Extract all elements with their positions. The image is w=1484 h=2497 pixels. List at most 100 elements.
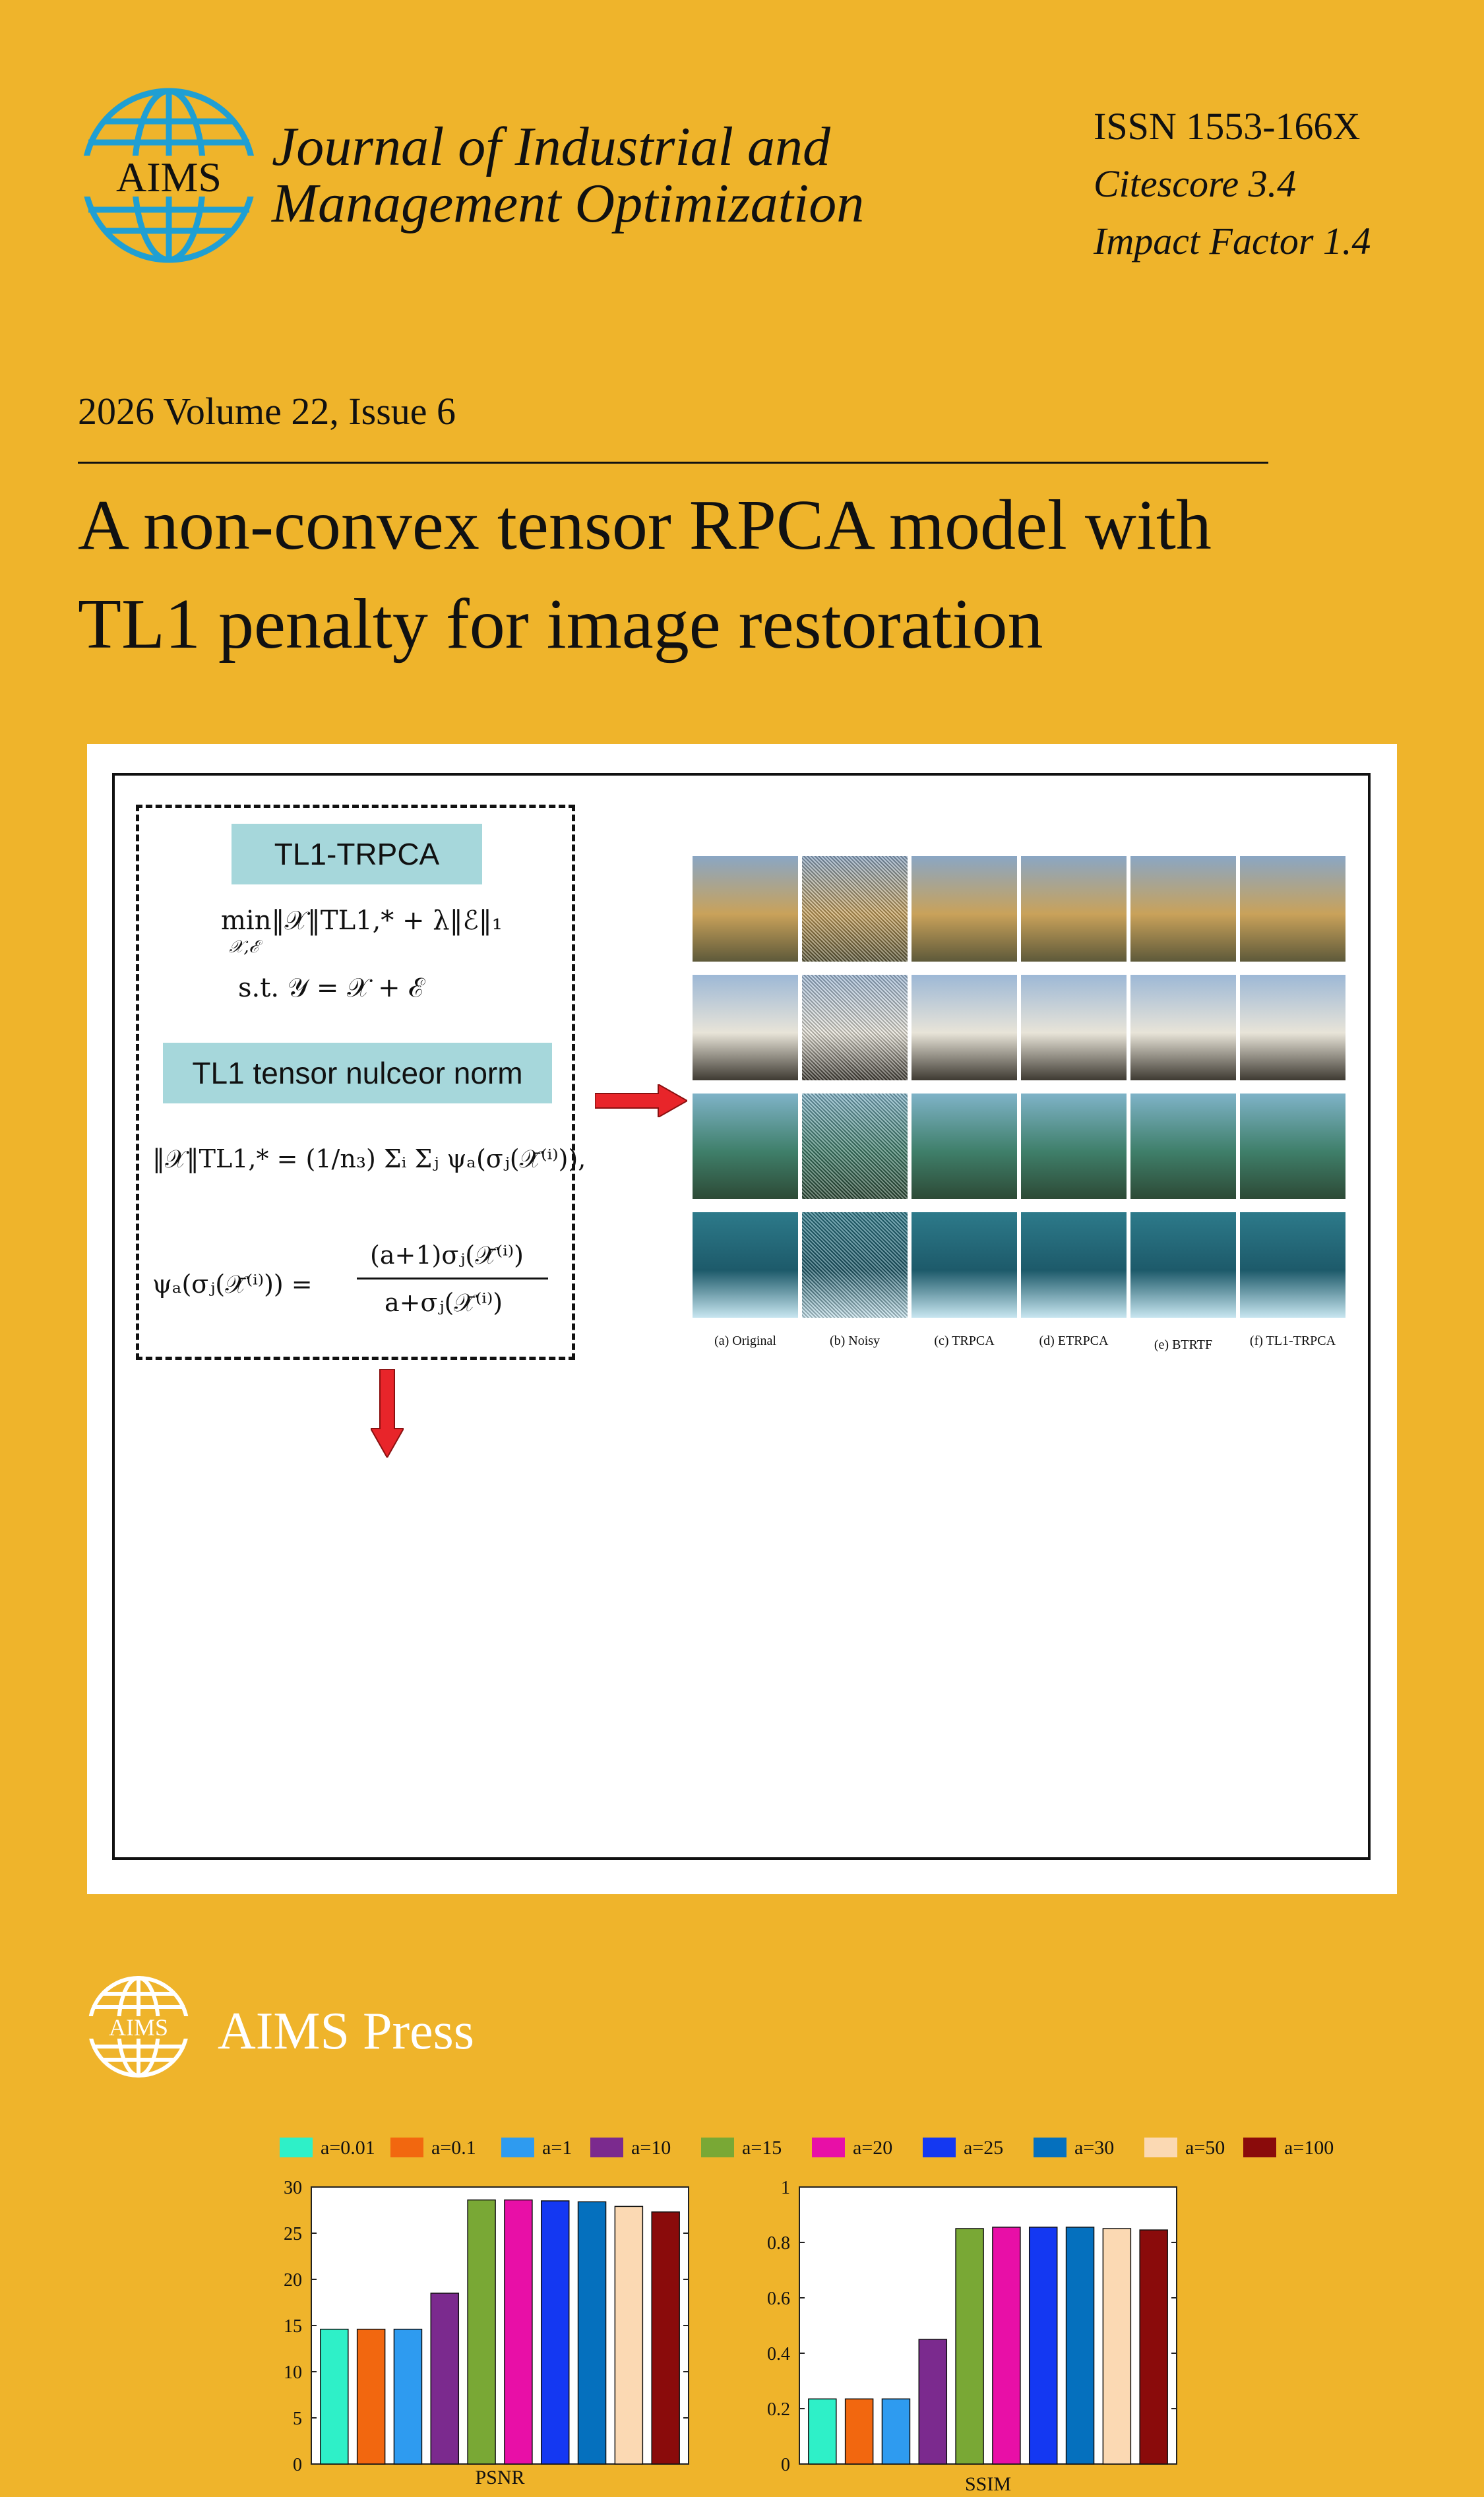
image-bridge-4 [1021, 975, 1127, 1080]
bar-a=0.1 [844, 2398, 874, 2465]
legend-label: a=100 [1284, 2137, 1334, 2159]
image-wave-2 [802, 1212, 908, 1318]
issn: ISSN 1553-166X [1094, 105, 1361, 148]
image-bridge-2 [802, 975, 908, 1080]
legend-item-2: a=0.1 [390, 2137, 476, 2159]
article-title-line-2: TL1 penalty for image restoration [78, 585, 1043, 663]
image-pagoda-6 [1240, 856, 1345, 962]
legend-label: a=20 [853, 2137, 893, 2159]
legend-swatch [280, 2138, 313, 2157]
constraint-equation: s.t. 𝒴 = 𝒳 + ℰ [238, 973, 424, 1003]
chart-legend: a=0.01 a=0.1 a=1 a=10 a=15 a=20 a=25 a=30 a=50 a=… [257, 2121, 1334, 2174]
legend-swatch [701, 2138, 734, 2157]
objective-equation: min‖𝒳‖TL1,* + λ‖ℰ‖₁ [221, 906, 503, 936]
legend-item-5: a=15 [701, 2137, 782, 2159]
legend-item-8: a=30 [1034, 2137, 1114, 2159]
legend-swatch [812, 2138, 845, 2157]
legend-item-7: a=25 [923, 2137, 1003, 2159]
legend-swatch [590, 2138, 623, 2157]
bar-a=20 [504, 2199, 533, 2465]
y-tick-label: 1 [781, 2178, 790, 2198]
image-wave-4 [1021, 1212, 1127, 1318]
column-caption-5: (e) BTRTF [1154, 1338, 1213, 1352]
legend-label: a=30 [1074, 2137, 1115, 2159]
image-mountain-4 [1021, 1094, 1127, 1199]
impact-factor: Impact Factor 1.4 [1094, 220, 1371, 262]
bar-a=15 [955, 2228, 984, 2465]
restoration-image-grid: (a) Original (b) Noisy (c) TRPCA (d) ETRPCA… [693, 856, 1349, 1352]
column-caption-4: (d) ETRPCA [1039, 1334, 1109, 1348]
journal-title-line-2: Management Optimization [272, 173, 865, 234]
legend-swatch [1144, 2138, 1177, 2157]
model-box: TL1-TRPCA min‖𝒳‖TL1,* + λ‖ℰ‖₁ 𝒳,ℰ s.t. 𝒴… [136, 805, 586, 1360]
legend-label: a=50 [1185, 2137, 1225, 2159]
legend-label: a=10 [631, 2137, 671, 2159]
legend-item-9: a=50 [1144, 2137, 1225, 2159]
y-tick-label: 0 [781, 2455, 790, 2475]
column-caption-3: (c) TRPCA [934, 1334, 995, 1348]
chart-panel: a=0.01 a=0.1 a=1 a=10 a=15 a=20 a=25 a=30 a=50 a=… [257, 2121, 1334, 2497]
y-tick-label: 0.8 [767, 2233, 790, 2254]
column-caption-6: (f) TL1-TRPCA [1249, 1334, 1336, 1348]
psi-numerator: (a+1)σⱼ(𝒳̄⁽ⁱ⁾) [370, 1241, 524, 1270]
y-tick-label: 0.6 [767, 2289, 790, 2309]
x-axis-label: PSNR [475, 2467, 524, 2488]
bar-a=0.01 [320, 2328, 349, 2465]
legend-label: a=0.1 [431, 2137, 476, 2159]
column-caption-2: (b) Noisy [829, 1334, 881, 1348]
bar-a=10 [918, 2339, 948, 2465]
divider [78, 462, 1268, 464]
image-bridge-5 [1130, 975, 1236, 1080]
image-wave-6 [1240, 1212, 1345, 1318]
image-pagoda-3 [912, 856, 1017, 962]
bar-a=25 [540, 2200, 570, 2465]
model-label: TL1-TRPCA [232, 824, 482, 884]
image-bridge-6 [1240, 975, 1345, 1080]
image-mountain-3 [912, 1094, 1017, 1199]
aims-logo-text: AIMS [116, 154, 222, 200]
bar-a=50 [614, 2205, 644, 2465]
x-axis-label: SSIM [965, 2473, 1011, 2495]
bar-charts: 0 5 10 15 20 25 30 PSNR 0 0.2 0.4 0.6 0.8 1 SSIM [284, 2178, 1177, 2495]
aims-globe-logo: AIMS [78, 88, 260, 263]
journal-title: Journal of Industrial and Management Opt… [272, 119, 864, 232]
y-tick-label: 5 [293, 2409, 302, 2429]
bar-a=50 [1102, 2228, 1132, 2465]
legend-item-3: a=1 [501, 2137, 572, 2159]
legend-label: a=25 [964, 2137, 1004, 2159]
y-tick-label: 10 [284, 2362, 302, 2383]
aims-press-globe-logo: AIMS [86, 1976, 191, 2078]
fraction-bar [357, 1278, 548, 1279]
image-wave-5 [1130, 1212, 1236, 1318]
legend-swatch [1243, 2138, 1276, 2157]
y-tick-label: 25 [284, 2224, 302, 2244]
image-wave-1 [693, 1212, 798, 1318]
y-tick-label: 15 [284, 2316, 302, 2337]
right-arrow-icon [595, 1084, 687, 1117]
image-bridge-1 [693, 975, 798, 1080]
bar-a=100 [651, 2211, 680, 2465]
norm-equation: ‖𝒳‖TL1,* = (1/n₃) Σᵢ Σⱼ ψₐ(σⱼ(𝒳̄⁽ⁱ⁾)), [152, 1144, 586, 1173]
y-tick-label: 20 [284, 2270, 302, 2291]
image-pagoda-2 [802, 856, 908, 962]
figure-frame [112, 773, 1371, 1860]
bar-a=0.01 [808, 2398, 837, 2465]
y-tick-label: 0 [293, 2455, 302, 2475]
journal-metrics: ISSN 1553-166X Citescore 3.4 Impact Fact… [1094, 98, 1371, 270]
bar-a=0.1 [356, 2328, 386, 2465]
down-arrow-icon [371, 1369, 404, 1458]
legend-item-1: a=0.01 [280, 2137, 375, 2159]
legend-item-4: a=10 [590, 2137, 671, 2159]
article-title: A non-convex tensor RPCA model with TL1 … [78, 476, 1410, 674]
legend-swatch [923, 2138, 956, 2157]
y-tick-label: 0.4 [767, 2344, 790, 2364]
image-mountain-5 [1130, 1094, 1236, 1199]
psi-denominator: a+σⱼ(𝒳̄⁽ⁱ⁾) [385, 1288, 503, 1317]
citescore: Citescore 3.4 [1094, 162, 1297, 205]
image-bridge-3 [912, 975, 1017, 1080]
publisher-name: AIMS Press [218, 2002, 474, 2060]
image-wave-3 [912, 1212, 1017, 1318]
image-pagoda-5 [1130, 856, 1236, 962]
y-tick-label: 30 [284, 2178, 302, 2198]
bar-a=1 [881, 2398, 911, 2465]
